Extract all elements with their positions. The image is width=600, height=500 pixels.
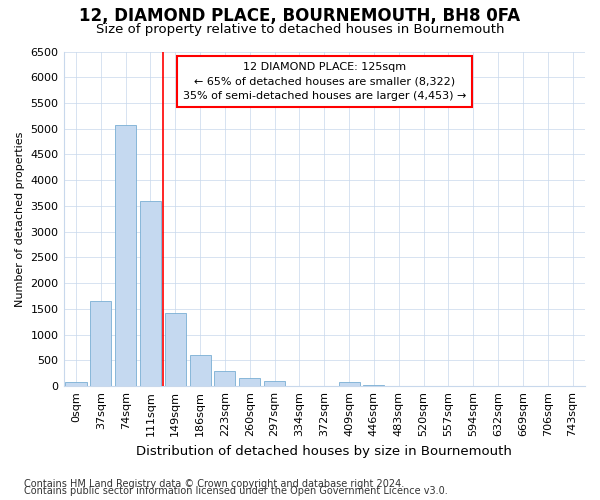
Bar: [140, 201, 161, 386]
Text: Contains public sector information licensed under the Open Government Licence v3: Contains public sector information licen…: [24, 486, 448, 496]
Text: Contains HM Land Registry data © Crown copyright and database right 2024.: Contains HM Land Registry data © Crown c…: [24, 479, 404, 489]
Bar: [338, 382, 359, 386]
Text: 12, DIAMOND PLACE, BOURNEMOUTH, BH8 0FA: 12, DIAMOND PLACE, BOURNEMOUTH, BH8 0FA: [79, 8, 521, 26]
Bar: [115, 125, 136, 386]
Bar: [165, 313, 186, 386]
Bar: [65, 382, 86, 386]
Bar: [190, 355, 211, 386]
X-axis label: Distribution of detached houses by size in Bournemouth: Distribution of detached houses by size …: [136, 444, 512, 458]
Bar: [239, 378, 260, 386]
Bar: [90, 301, 112, 386]
Text: Size of property relative to detached houses in Bournemouth: Size of property relative to detached ho…: [96, 22, 504, 36]
Y-axis label: Number of detached properties: Number of detached properties: [15, 131, 25, 306]
Text: 12 DIAMOND PLACE: 125sqm
← 65% of detached houses are smaller (8,322)
35% of sem: 12 DIAMOND PLACE: 125sqm ← 65% of detach…: [182, 62, 466, 101]
Bar: [264, 381, 285, 386]
Bar: [214, 371, 235, 386]
